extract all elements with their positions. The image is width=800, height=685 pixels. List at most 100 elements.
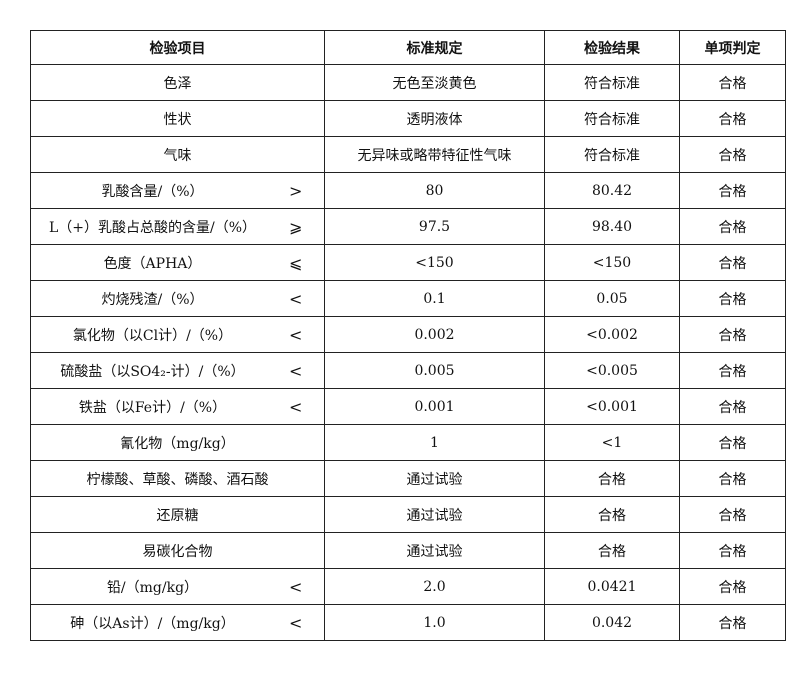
item-cell: 色泽 xyxy=(30,64,325,101)
standard-cell: 通过试验 xyxy=(324,532,545,569)
comparator: < xyxy=(289,577,303,596)
item-cell: 柠檬酸、草酸、磷酸、酒石酸 xyxy=(30,460,325,497)
item-name: 柠檬酸、草酸、磷酸、酒石酸 xyxy=(86,471,269,488)
result-cell: <0.005 xyxy=(544,352,680,389)
table-row: 铁盐（以Fe计）/（%） <0.001 <0.001 合格 xyxy=(30,388,786,425)
item-cell: 乳酸含量/（%） > xyxy=(30,172,325,209)
item-name: 硫酸盐（以SO4₂-计）/（%） xyxy=(60,363,245,380)
item-cell: 铅/（mg/kg） < xyxy=(30,568,325,605)
header-item: 检验项目 xyxy=(30,30,325,65)
verdict-cell: 合格 xyxy=(679,280,786,317)
header-verdict: 单项判定 xyxy=(679,30,786,65)
verdict-cell: 合格 xyxy=(679,568,786,605)
comparator: < xyxy=(289,325,303,344)
result-cell: 合格 xyxy=(544,460,680,497)
standard-cell: 1 xyxy=(324,424,545,461)
comparator: < xyxy=(289,613,303,632)
standard-cell: 1.0 xyxy=(324,604,545,641)
item-cell: 灼烧残渣/（%） < xyxy=(30,280,325,317)
table-row: L（+）乳酸占总酸的含量/（%） ⩾ 97.5 98.40 合格 xyxy=(30,208,786,245)
table-row: 氰化物（mg/kg） 1 <1 合格 xyxy=(30,424,786,461)
item-name: 气味 xyxy=(163,147,192,164)
item-cell: 色度（APHA） ⩽ xyxy=(30,244,325,281)
verdict-cell: 合格 xyxy=(679,244,786,281)
item-cell: L（+）乳酸占总酸的含量/（%） ⩾ xyxy=(30,208,325,245)
standard-cell: 2.0 xyxy=(324,568,545,605)
standard-cell: 97.5 xyxy=(324,208,545,245)
item-cell: 铁盐（以Fe计）/（%） < xyxy=(30,388,325,425)
item-name: 铅/（mg/kg） xyxy=(106,579,199,596)
verdict-cell: 合格 xyxy=(679,316,786,353)
header-standard: 标准规定 xyxy=(324,30,545,65)
table-row: 铅/（mg/kg） <2.0 0.0421 合格 xyxy=(30,568,786,605)
comparator: < xyxy=(289,397,303,416)
result-cell: <0.002 xyxy=(544,316,680,353)
table-row: 硫酸盐（以SO4₂-计）/（%） <0.005 <0.005 合格 xyxy=(30,352,786,389)
standard-cell: 80 xyxy=(324,172,545,209)
item-name: 氯化物（以Cl计）/（%） xyxy=(72,327,233,344)
item-cell: 氰化物（mg/kg） xyxy=(30,424,325,461)
table-row: 灼烧残渣/（%） <0.1 0.05 合格 xyxy=(30,280,786,317)
item-name: 铁盐（以Fe计）/（%） xyxy=(78,399,227,416)
standard-cell: 无色至淡黄色 xyxy=(324,64,545,101)
header-row: 检验项目 标准规定 检验结果 单项判定 xyxy=(30,30,786,65)
header-result: 检验结果 xyxy=(544,30,680,65)
result-cell: 0.042 xyxy=(544,604,680,641)
table-row: 氯化物（以Cl计）/（%） <0.002 <0.002 合格 xyxy=(30,316,786,353)
verdict-cell: 合格 xyxy=(679,172,786,209)
standard-cell: 0.005 xyxy=(324,352,545,389)
verdict-cell: 合格 xyxy=(679,100,786,137)
table-row: 气味 无异味或略带特征性气味 符合标准 合格 xyxy=(30,136,786,173)
result-cell: <150 xyxy=(544,244,680,281)
verdict-cell: 合格 xyxy=(679,460,786,497)
item-name: 易碳化合物 xyxy=(142,543,213,560)
item-name: 性状 xyxy=(163,111,192,128)
result-cell: 符合标准 xyxy=(544,136,680,173)
item-name: 还原糖 xyxy=(156,507,199,524)
item-name: 乳酸含量/（%） xyxy=(101,183,204,200)
table-row: 还原糖 通过试验 合格 合格 xyxy=(30,496,786,533)
verdict-cell: 合格 xyxy=(679,496,786,533)
table-row: 色泽 无色至淡黄色 符合标准 合格 xyxy=(30,64,786,101)
table-row: 色度（APHA） ⩽ <150 <150 合格 xyxy=(30,244,786,281)
standard-cell: 0.001 xyxy=(324,388,545,425)
verdict-cell: 合格 xyxy=(679,352,786,389)
item-cell: 硫酸盐（以SO4₂-计）/（%） < xyxy=(30,352,325,389)
item-name: L（+）乳酸占总酸的含量/（%） xyxy=(48,219,257,236)
result-cell: 合格 xyxy=(544,532,680,569)
verdict-cell: 合格 xyxy=(679,604,786,641)
item-cell: 性状 xyxy=(30,100,325,137)
result-cell: 符合标准 xyxy=(544,64,680,101)
standard-cell: 0.1 xyxy=(324,280,545,317)
verdict-cell: 合格 xyxy=(679,208,786,245)
item-name: 色泽 xyxy=(163,75,192,92)
result-cell: 80.42 xyxy=(544,172,680,209)
item-cell: 砷（以As计）/（mg/kg） < xyxy=(30,604,325,641)
table-row: 乳酸含量/（%） >80 80.42 合格 xyxy=(30,172,786,209)
verdict-cell: 合格 xyxy=(679,532,786,569)
verdict-cell: 合格 xyxy=(679,388,786,425)
result-cell: 符合标准 xyxy=(544,100,680,137)
comparator: ⩽ xyxy=(289,253,303,272)
item-name: 色度（APHA） xyxy=(103,255,202,272)
standard-cell: 无异味或略带特征性气味 xyxy=(324,136,545,173)
item-cell: 气味 xyxy=(30,136,325,173)
comparator: > xyxy=(289,181,303,200)
standard-cell: 0.002 xyxy=(324,316,545,353)
item-name: 灼烧残渣/（%） xyxy=(101,291,204,308)
result-cell: 98.40 xyxy=(544,208,680,245)
result-cell: <1 xyxy=(544,424,680,461)
comparator: < xyxy=(289,289,303,308)
item-name: 砷（以As计）/（mg/kg） xyxy=(70,615,235,632)
verdict-cell: 合格 xyxy=(679,64,786,101)
table-row: 砷（以As计）/（mg/kg） <1.0 0.042 合格 xyxy=(30,604,786,641)
comparator: ⩾ xyxy=(289,217,303,236)
table-row: 易碳化合物 通过试验 合格 合格 xyxy=(30,532,786,569)
result-cell: <0.001 xyxy=(544,388,680,425)
item-cell: 还原糖 xyxy=(30,496,325,533)
item-cell: 易碳化合物 xyxy=(30,532,325,569)
inspection-table: 检验项目 标准规定 检验结果 单项判定 色泽 无色至淡黄色 符合标准 合格 性状 透明液体… xyxy=(30,30,786,641)
standard-cell: 通过试验 xyxy=(324,460,545,497)
table-row: 柠檬酸、草酸、磷酸、酒石酸 通过试验 合格 合格 xyxy=(30,460,786,497)
verdict-cell: 合格 xyxy=(679,424,786,461)
